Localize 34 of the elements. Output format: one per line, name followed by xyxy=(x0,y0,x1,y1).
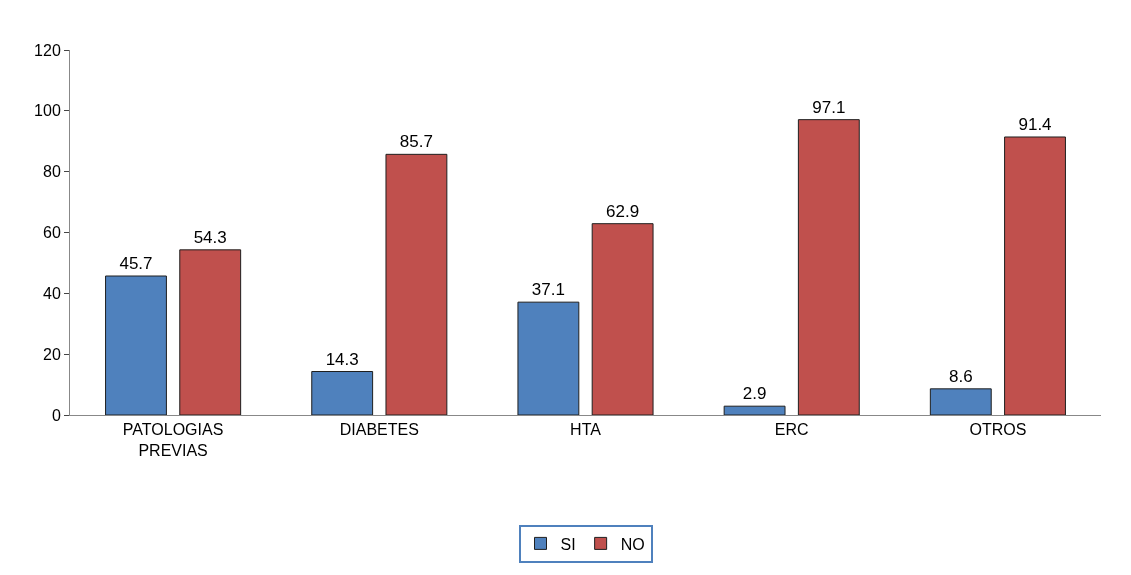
x-tick-label: HTA xyxy=(570,421,602,439)
data-label: 37.1 xyxy=(531,280,565,300)
legend-label: SI xyxy=(560,535,576,553)
bar xyxy=(1004,136,1066,415)
data-label: 97.1 xyxy=(812,97,846,117)
bar xyxy=(517,301,580,415)
data-label: 45.7 xyxy=(119,254,153,273)
legend-label: NO xyxy=(620,535,645,553)
bar xyxy=(723,405,786,415)
x-tick-label: ERC xyxy=(774,421,809,439)
bar xyxy=(385,153,448,415)
y-tick-label: 40 xyxy=(43,284,61,302)
data-label: 85.7 xyxy=(399,132,433,152)
bar xyxy=(105,275,167,415)
bar xyxy=(179,249,242,415)
bar xyxy=(929,388,992,415)
data-label: 62.9 xyxy=(606,201,640,221)
data-label: 8.6 xyxy=(948,366,973,386)
x-tick-label: DIABETES xyxy=(339,421,419,439)
data-label: 54.3 xyxy=(193,227,227,247)
data-label: 14.3 xyxy=(325,349,359,369)
bar xyxy=(311,371,374,415)
bar xyxy=(591,223,654,415)
x-tick-label: PATOLOGIAS PREVIAS xyxy=(122,421,224,459)
y-tick-label: 120 xyxy=(34,41,61,59)
bar xyxy=(797,119,860,415)
data-label: 91.4 xyxy=(1018,114,1052,134)
y-tick-label: 80 xyxy=(43,163,61,181)
y-tick-label: 100 xyxy=(34,102,61,120)
data-label: 2.9 xyxy=(742,384,767,404)
y-tick-label: 60 xyxy=(43,224,61,242)
x-tick-label: OTROS xyxy=(969,421,1027,439)
y-tick-label: 0 xyxy=(51,406,61,424)
y-tick-label: 20 xyxy=(43,345,61,363)
